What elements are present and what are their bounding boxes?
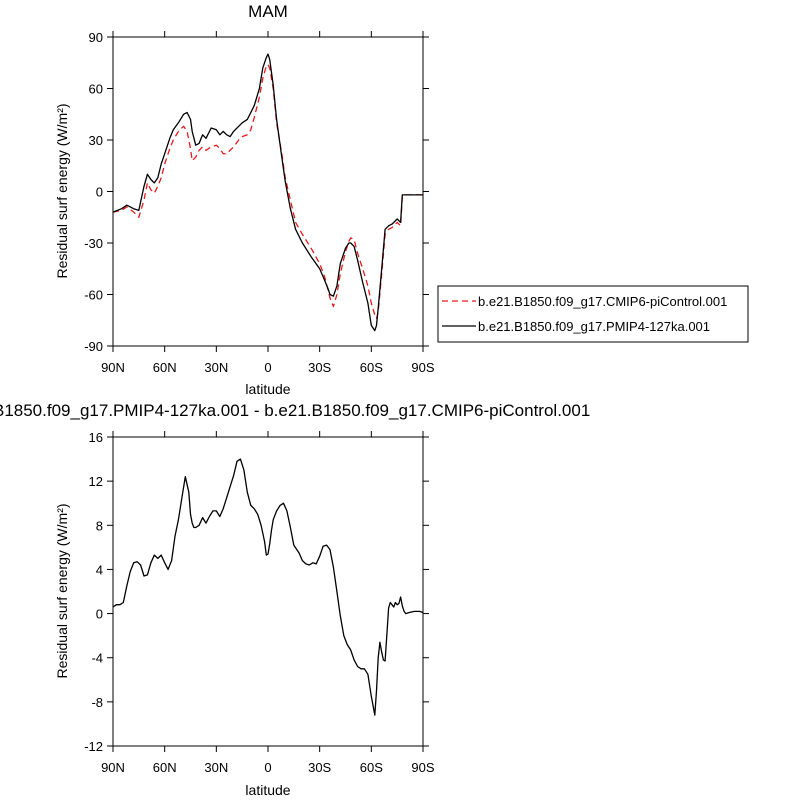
top-ytick-label: -90 <box>84 339 103 354</box>
bottom-xtick-label: 0 <box>264 760 271 775</box>
legend: b.e21.B1850.f09_g17.CMIP6-piControl.001 … <box>437 285 749 343</box>
top-xtick-label: 60S <box>360 360 383 375</box>
bottom-ytick-label: 16 <box>89 430 103 445</box>
bottom-series-lines <box>112 458 424 716</box>
bottom-xtick-label: 60S <box>360 760 383 775</box>
bottom-ytick-label: 0 <box>96 607 103 622</box>
top-xtick-label: 90S <box>411 360 434 375</box>
top-xtick-label: 0 <box>264 360 271 375</box>
top-series-lines <box>112 53 423 332</box>
bottom-ytick-label: 8 <box>96 518 103 533</box>
bottom-panel: b.e21.B1850.f09_g17.PMIP4-127ka.001 - b.… <box>0 401 590 798</box>
top-ytick-label: -60 <box>84 288 103 303</box>
top-ytick-label: 90 <box>89 30 103 45</box>
top-xtick-label: 30S <box>308 360 331 375</box>
bottom-y-axis: -12 -8 -4 0 4 8 12 16 <box>84 430 429 754</box>
top-y-axis-label: Residual surf energy (W/m²) <box>54 103 70 278</box>
bottom-ytick-label: -8 <box>91 695 103 710</box>
bottom-ytick-label: 4 <box>96 562 103 577</box>
bottom-series-line-0 <box>112 458 424 716</box>
bottom-y-axis-label: Residual surf energy (W/m²) <box>54 503 70 678</box>
top-ytick-label: 30 <box>89 133 103 148</box>
top-y-axis: -90 -60 -30 0 30 60 90 <box>84 30 429 354</box>
top-series-line-0 <box>112 63 423 320</box>
top-ytick-label: 60 <box>89 82 103 97</box>
top-xtick-label: 30N <box>204 360 228 375</box>
legend-box <box>437 285 749 343</box>
top-panel: MAM -90 -60 -30 0 30 60 90 90N 60N 30N 0 30S 60S 90S… <box>54 2 435 397</box>
bottom-xtick-label: 60N <box>153 760 177 775</box>
bottom-x-axis: 90N 60N 30N 0 30S 60S 90S <box>101 431 435 775</box>
top-ytick-label: 0 <box>96 185 103 200</box>
top-ytick-label: -30 <box>84 236 103 251</box>
top-chart-title: MAM <box>248 2 288 21</box>
bottom-xtick-label: 30S <box>308 760 331 775</box>
bottom-xtick-label: 90S <box>411 760 434 775</box>
bottom-ytick-label: 12 <box>89 474 103 489</box>
bottom-xtick-label: 30N <box>204 760 228 775</box>
top-series-line-1 <box>112 53 423 332</box>
bottom-x-axis-label: latitude <box>245 782 290 798</box>
top-xtick-label: 90N <box>101 360 125 375</box>
bottom-xtick-label: 90N <box>101 760 125 775</box>
legend-label-piControl: b.e21.B1850.f09_g17.CMIP6-piControl.001 <box>478 294 727 309</box>
bottom-ytick-label: -4 <box>91 651 103 666</box>
top-x-axis-label: latitude <box>245 381 290 397</box>
bottom-ytick-label: -12 <box>84 739 103 754</box>
top-xtick-label: 60N <box>153 360 177 375</box>
bottom-chart-title: b.e21.B1850.f09_g17.PMIP4-127ka.001 - b.… <box>0 401 590 420</box>
top-plot-frame <box>112 36 424 347</box>
top-x-axis: 90N 60N 30N 0 30S 60S 90S <box>101 31 435 375</box>
legend-label-127ka: b.e21.B1850.f09_g17.PMIP4-127ka.001 <box>478 319 710 334</box>
